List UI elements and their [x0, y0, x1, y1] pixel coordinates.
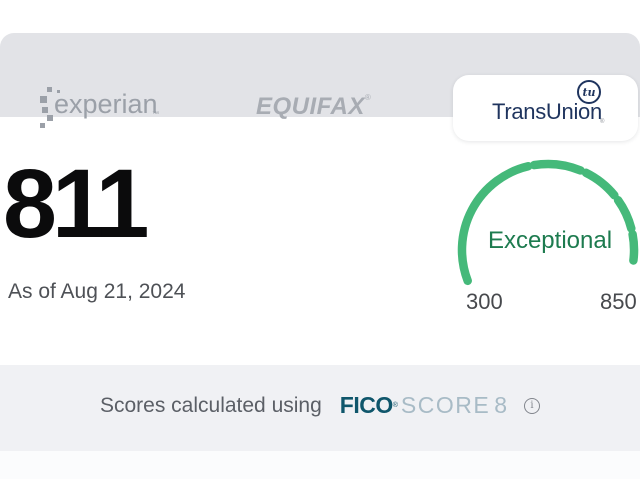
- transunion-trademark: ®: [600, 119, 605, 125]
- tab-experian[interactable]: experian ™: [38, 85, 168, 131]
- credit-score-value: 811: [3, 149, 149, 258]
- bureau-tabbar: experian ™ EQUIFAX® TransUnion tu ®: [0, 33, 640, 141]
- footer-row: Scores calculated using FICO ® SCORE 8 i: [0, 392, 640, 419]
- bottom-strip: [0, 451, 640, 479]
- score-range-max: 850: [600, 289, 637, 314]
- score-as-of-date: As of Aug 21, 2024: [8, 280, 186, 303]
- transunion-badge-letters: tu: [582, 85, 596, 99]
- fico-score-version: 8: [494, 392, 507, 418]
- score-range-min: 300: [466, 289, 503, 314]
- tab-equifax[interactable]: EQUIFAX®: [256, 93, 371, 123]
- equifax-logo-label: EQUIFAX: [256, 93, 365, 120]
- fico-trademark: ®: [392, 402, 398, 409]
- info-icon[interactable]: i: [524, 397, 540, 414]
- experian-logo-label: experian: [54, 89, 158, 119]
- equifax-trademark: ®: [364, 93, 371, 102]
- transunion-tu-badge-icon: tu: [577, 80, 601, 104]
- experian-trademark: ™: [152, 111, 159, 118]
- score-rating-label: Exceptional: [487, 227, 613, 254]
- fico-logo: FICO: [339, 392, 393, 418]
- tab-transunion[interactable]: TransUnion tu ®: [453, 75, 638, 141]
- footer-caption: Scores calculated using: [99, 393, 322, 417]
- footer-bar: Scores calculated using FICO ® SCORE 8 i: [0, 365, 640, 451]
- experian-logo-icon: [38, 85, 66, 131]
- fico-score-label: SCORE: [400, 392, 491, 418]
- score-gauge-icon: [457, 159, 639, 286]
